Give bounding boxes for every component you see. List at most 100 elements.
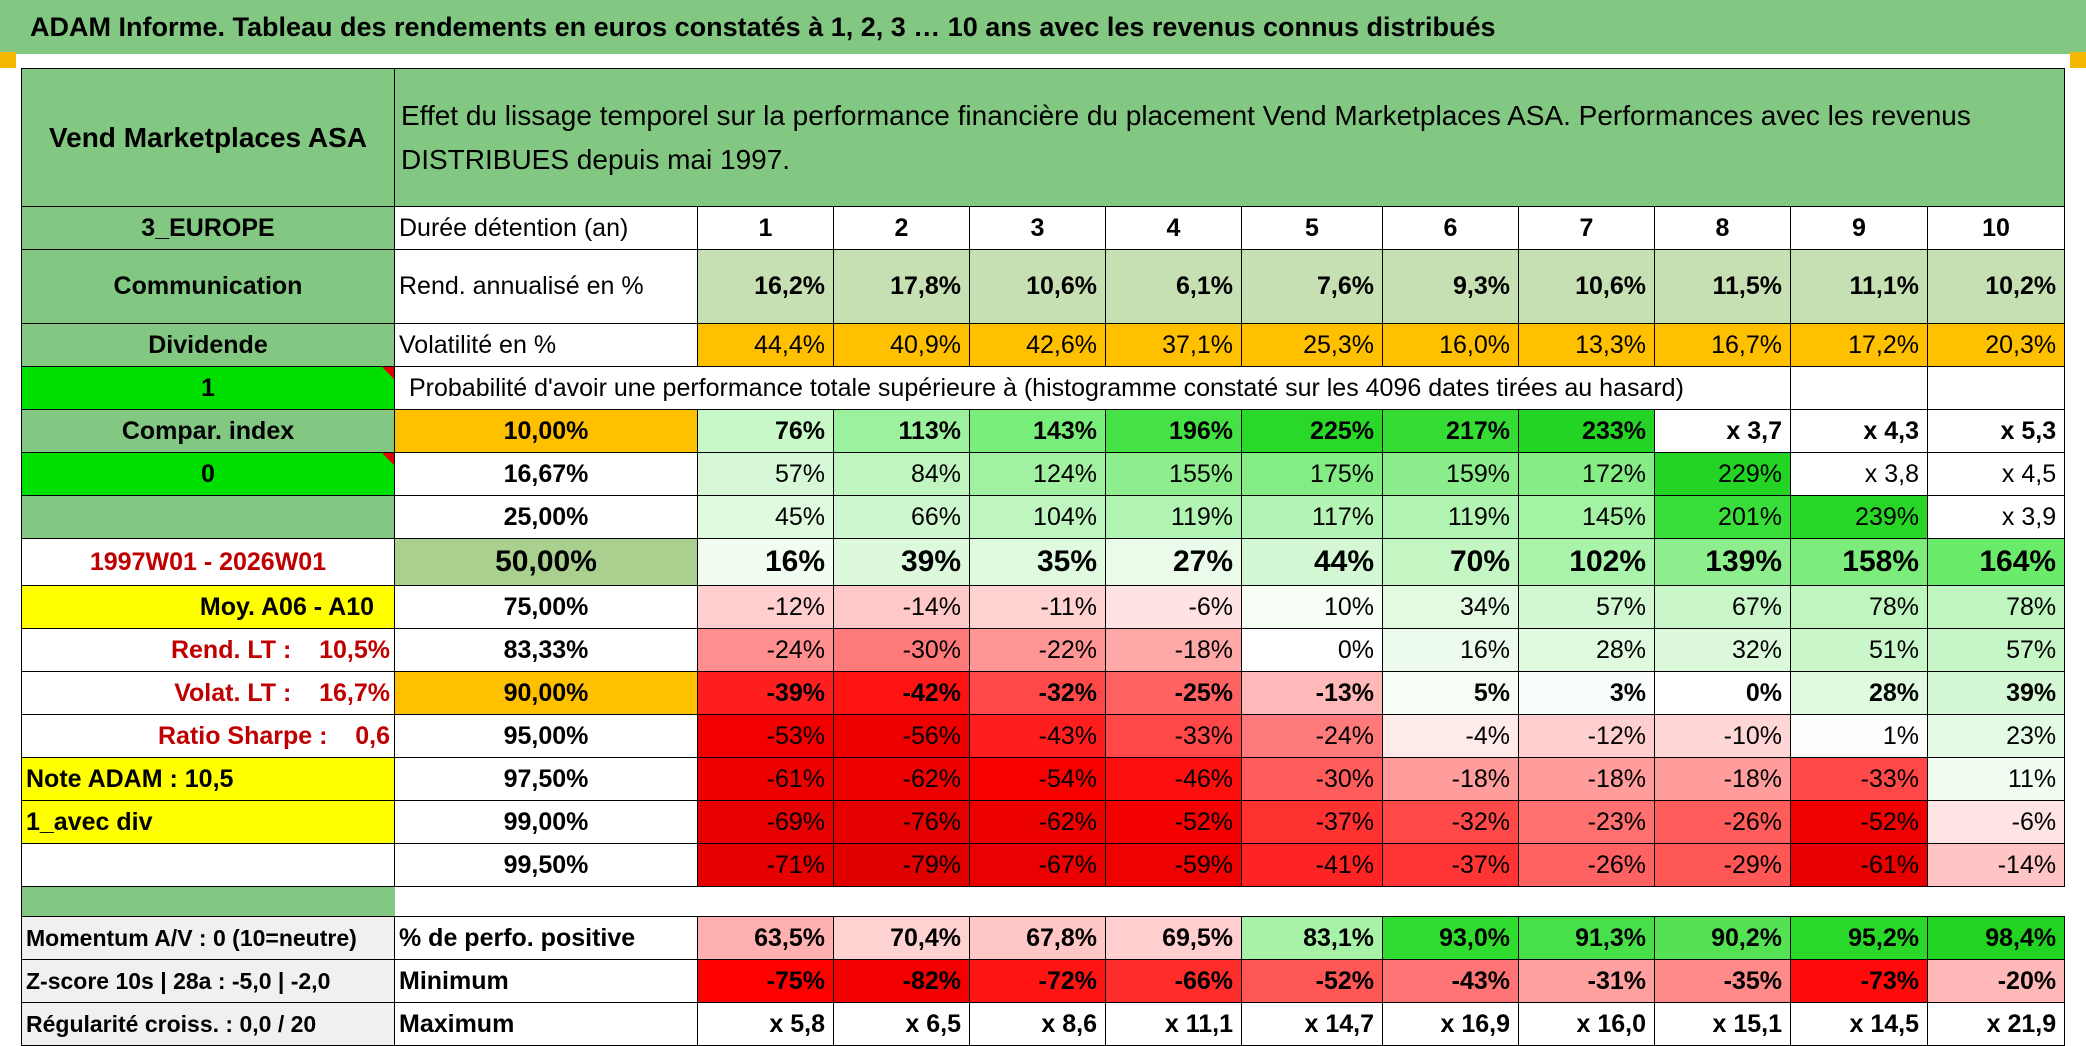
prob-cell: -43%	[969, 714, 1106, 758]
prob-cell: 159%	[1382, 452, 1519, 496]
prob-cell: 39%	[1926, 671, 2066, 715]
prob-row: 99,50% -71% -79% -67% -59% -41% -37% -26% -29% -6…	[21, 843, 2066, 887]
prob-title-row: 1 Probabilité d'avoir une performance to…	[21, 366, 2066, 410]
prob-row: Moy. A06 - A10 75,00% -12% -14% -11% -6% 10% 34…	[21, 585, 2066, 629]
vol-cell: 42,6%	[969, 323, 1106, 367]
vol-cell: 37,1%	[1105, 323, 1242, 367]
prob-cell: -54%	[969, 757, 1106, 801]
prob-cell: 229%	[1654, 452, 1791, 496]
pos-cell: 90,2%	[1654, 916, 1791, 960]
prob-cell: -12%	[697, 585, 834, 629]
spacer-blank	[395, 887, 2065, 917]
returns-table: Vend Marketplaces ASA Effet du lissage t…	[21, 68, 2066, 1046]
prob-row: 25,00% 45% 66% 104% 119% 117% 119% 145% 201% 239%…	[21, 495, 2066, 539]
year-header: 2	[833, 206, 970, 250]
prob-cell: -71%	[697, 843, 834, 887]
prob-cell: 11%	[1926, 757, 2066, 801]
momentum-label: Momentum A/V : 0 (10=neutre)	[21, 916, 395, 960]
prob-cell: -30%	[1241, 757, 1383, 801]
max-label: Maximum	[394, 1002, 698, 1046]
max-cell: x 6,5	[833, 1002, 970, 1046]
prob-cell: 119%	[1382, 495, 1519, 539]
prob-cell: 70%	[1382, 538, 1519, 586]
prob-cell: 155%	[1105, 452, 1242, 496]
prob-cell: -18%	[1654, 757, 1791, 801]
max-cell: x 14,7	[1241, 1002, 1383, 1046]
prob-cell: -18%	[1518, 757, 1655, 801]
moy-label: Moy. A06 - A10	[21, 585, 395, 629]
min-cell: -73%	[1790, 959, 1928, 1003]
prob-label: Probabilité d'avoir une performance tota…	[394, 366, 1791, 410]
empty-cell	[1926, 366, 2066, 410]
prob-cell: -61%	[1790, 843, 1928, 887]
vol-cell: 17,2%	[1790, 323, 1928, 367]
min-cell: -72%	[969, 959, 1106, 1003]
prob-row: Rend. LT : 10,5% 83,33% -24% -30% -22% -18% 0%…	[21, 628, 2066, 672]
period-label: 1997W01 - 2026W01	[21, 538, 395, 586]
prob-cell: -76%	[833, 800, 970, 844]
prob-cell: -62%	[969, 800, 1106, 844]
prob-row: Note ADAM : 10,5 97,50% -61% -62% -54% -46% -3…	[21, 757, 2066, 801]
stock-name: Vend Marketplaces ASA	[21, 68, 395, 207]
prob-cell: -26%	[1654, 800, 1791, 844]
prob-cell: x 4,5	[1926, 452, 2066, 496]
prob-cell: -32%	[1382, 800, 1519, 844]
blank-green-cell	[21, 495, 395, 539]
flag-cell-2[interactable]: 0	[21, 452, 395, 496]
type-label: Dividende	[21, 323, 395, 367]
rend-row: Communication Rend. annualisé en % 16,2%…	[21, 249, 2066, 324]
year-header: 6	[1382, 206, 1519, 250]
year-header: 8	[1654, 206, 1791, 250]
prob-cell: 164%	[1926, 538, 2066, 586]
rend-cell: 10,2%	[1926, 249, 2066, 324]
percentile-label: 50,00%	[394, 538, 698, 586]
header-row: Vend Marketplaces ASA Effet du lissage t…	[21, 68, 2066, 207]
prob-cell: 27%	[1105, 538, 1242, 586]
year-header: 5	[1241, 206, 1383, 250]
sector-label: Communication	[21, 249, 395, 324]
pos-cell: 95,2%	[1790, 916, 1928, 960]
min-cell: -82%	[833, 959, 970, 1003]
vol-label: Volatilité en %	[394, 323, 698, 367]
prob-cell: 35%	[969, 538, 1106, 586]
year-header: 10	[1926, 206, 2066, 250]
prob-cell: -59%	[1105, 843, 1242, 887]
prob-cell: x 4,3	[1790, 409, 1928, 453]
min-cell: -66%	[1105, 959, 1242, 1003]
prob-cell: -24%	[697, 628, 834, 672]
min-cell: -52%	[1241, 959, 1383, 1003]
prob-cell: x 5,3	[1926, 409, 2066, 453]
pos-cell: 93,0%	[1382, 916, 1519, 960]
rend-cell: 7,6%	[1241, 249, 1383, 324]
prob-cell: -61%	[697, 757, 834, 801]
prob-cell: x 3,7	[1654, 409, 1791, 453]
prob-cell: -56%	[833, 714, 970, 758]
prob-cell: -62%	[833, 757, 970, 801]
percentile-label: 97,50%	[394, 757, 698, 801]
prob-cell: -6%	[1926, 800, 2066, 844]
pos-cell: 83,1%	[1241, 916, 1383, 960]
prob-cell: -14%	[833, 585, 970, 629]
prob-cell: -39%	[697, 671, 834, 715]
flag-cell-1[interactable]: 1	[21, 366, 395, 410]
rend-cell: 16,2%	[697, 249, 834, 324]
max-cell: x 11,1	[1105, 1002, 1242, 1046]
prob-cell: 34%	[1382, 585, 1519, 629]
prob-cell: -18%	[1105, 628, 1242, 672]
prob-cell: 39%	[833, 538, 970, 586]
summary-row: Momentum A/V : 0 (10=neutre)% de perfo. …	[21, 916, 2066, 960]
prob-cell: 45%	[697, 495, 834, 539]
region-label: 3_EUROPE	[21, 206, 395, 250]
prob-cell: -26%	[1518, 843, 1655, 887]
year-header: 3	[969, 206, 1106, 250]
compar-index-label: Compar. index	[21, 409, 395, 453]
prob-cell: 3%	[1518, 671, 1655, 715]
max-cell: x 16,9	[1382, 1002, 1519, 1046]
vol-cell: 25,3%	[1241, 323, 1383, 367]
prob-cell: 57%	[1518, 585, 1655, 629]
prob-cell: -52%	[1790, 800, 1928, 844]
spacer-row	[21, 886, 2065, 917]
pos-label: % de perfo. positive	[394, 916, 698, 960]
prob-cell: 84%	[833, 452, 970, 496]
prob-row: 0 16,67% 57% 84% 124% 155% 175% 159% 172% 229% x 3…	[21, 452, 2066, 496]
